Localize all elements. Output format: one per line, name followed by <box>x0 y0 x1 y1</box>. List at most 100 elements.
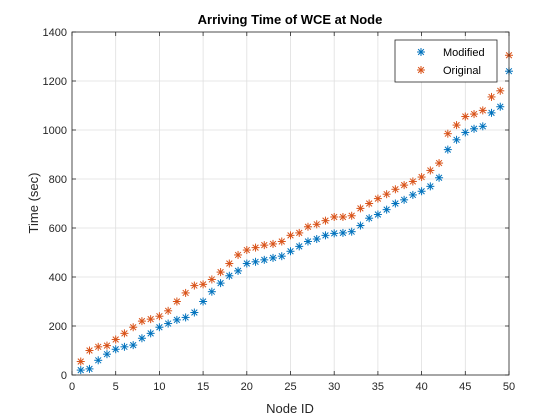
data-point-modified <box>478 122 487 131</box>
data-point-modified <box>435 173 444 182</box>
data-point-modified <box>461 128 470 137</box>
legend-marker-original <box>417 66 425 74</box>
x-tick-label: 50 <box>503 381 515 393</box>
data-point-original <box>199 280 208 289</box>
data-point-modified <box>146 329 155 338</box>
data-point-original <box>391 185 400 194</box>
data-point-modified <box>129 341 138 350</box>
data-point-modified <box>470 124 479 133</box>
data-point-modified <box>330 229 339 238</box>
data-points <box>76 51 513 375</box>
data-point-original <box>347 211 356 220</box>
data-point-original <box>365 199 374 208</box>
x-tick-label: 10 <box>153 381 165 393</box>
y-tick-label: 400 <box>49 272 67 284</box>
data-point-modified <box>120 342 129 351</box>
data-point-original <box>94 342 103 351</box>
data-point-original <box>277 237 286 246</box>
data-point-original <box>321 216 330 225</box>
data-point-modified <box>225 271 234 280</box>
data-point-original <box>303 222 312 231</box>
x-axis-label: Node ID <box>266 401 314 416</box>
data-point-modified <box>321 231 330 240</box>
data-point-modified <box>338 228 347 237</box>
data-point-original <box>234 250 243 259</box>
data-point-modified <box>365 214 374 223</box>
data-point-modified <box>295 242 304 251</box>
data-point-modified <box>303 237 312 246</box>
data-point-modified <box>312 235 321 244</box>
data-point-modified <box>234 266 243 275</box>
data-point-modified <box>242 259 251 268</box>
data-point-original <box>190 281 199 290</box>
data-point-modified <box>102 350 111 359</box>
data-point-original <box>373 194 382 203</box>
data-point-original <box>137 317 146 326</box>
data-point-modified <box>155 323 164 332</box>
data-point-modified <box>400 195 409 204</box>
data-point-modified <box>452 135 461 144</box>
data-point-original <box>338 212 347 221</box>
data-point-original <box>164 306 173 315</box>
series-original-points <box>76 51 513 366</box>
data-point-modified <box>207 287 216 296</box>
data-point-modified <box>199 297 208 306</box>
y-tick-label: 1200 <box>43 76 67 88</box>
legend-marker-modified <box>417 48 425 56</box>
data-point-original <box>382 190 391 199</box>
data-point-modified <box>172 315 181 324</box>
data-point-original <box>312 220 321 229</box>
data-point-original <box>295 228 304 237</box>
y-tick-label: 1400 <box>43 27 67 39</box>
data-point-original <box>426 166 435 175</box>
data-point-modified <box>190 308 199 317</box>
data-point-original <box>443 129 452 138</box>
x-tick-label: 25 <box>284 381 296 393</box>
data-point-original <box>260 241 269 250</box>
y-tick-label: 0 <box>61 370 67 382</box>
data-point-original <box>216 268 225 277</box>
data-point-modified <box>94 356 103 365</box>
x-tick-label: 5 <box>113 381 119 393</box>
data-point-original <box>146 315 155 324</box>
x-tick-label: 20 <box>241 381 253 393</box>
x-tick-label: 15 <box>197 381 209 393</box>
axis-ticks: 0 5 10 15 20 25 30 35 40 45 50 0 200 400 600 800 1000 120… <box>43 27 516 393</box>
data-point-original <box>356 204 365 213</box>
legend: Modified Original <box>394 39 498 83</box>
legend-label-modified: Modified <box>443 47 485 59</box>
data-point-original <box>129 323 138 332</box>
data-point-original <box>155 312 164 321</box>
data-point-modified <box>487 108 496 117</box>
data-point-original <box>111 335 120 344</box>
data-point-modified <box>286 247 295 256</box>
data-point-modified <box>496 102 505 111</box>
data-point-modified <box>85 364 94 373</box>
data-point-modified <box>347 227 356 236</box>
data-point-original <box>225 259 234 268</box>
y-axis-label: Time (sec) <box>26 173 41 234</box>
data-point-modified <box>181 313 190 322</box>
data-point-modified <box>356 221 365 230</box>
data-point-modified <box>443 145 452 154</box>
data-point-original <box>330 212 339 221</box>
data-point-modified <box>260 255 269 264</box>
data-point-modified <box>269 253 278 262</box>
data-point-original <box>400 181 409 190</box>
y-tick-label: 200 <box>49 321 67 333</box>
data-point-modified <box>373 210 382 219</box>
data-point-original <box>172 297 181 306</box>
data-point-original <box>461 112 470 121</box>
legend-label-original: Original <box>443 65 481 77</box>
data-point-modified <box>382 205 391 214</box>
data-point-original <box>207 275 216 284</box>
y-tick-label: 600 <box>49 223 67 235</box>
data-point-modified <box>408 190 417 199</box>
data-point-original <box>120 329 129 338</box>
x-tick-label: 35 <box>372 381 384 393</box>
data-point-original <box>251 243 260 252</box>
data-point-original <box>102 341 111 350</box>
data-point-original <box>286 231 295 240</box>
x-tick-label: 40 <box>415 381 427 393</box>
